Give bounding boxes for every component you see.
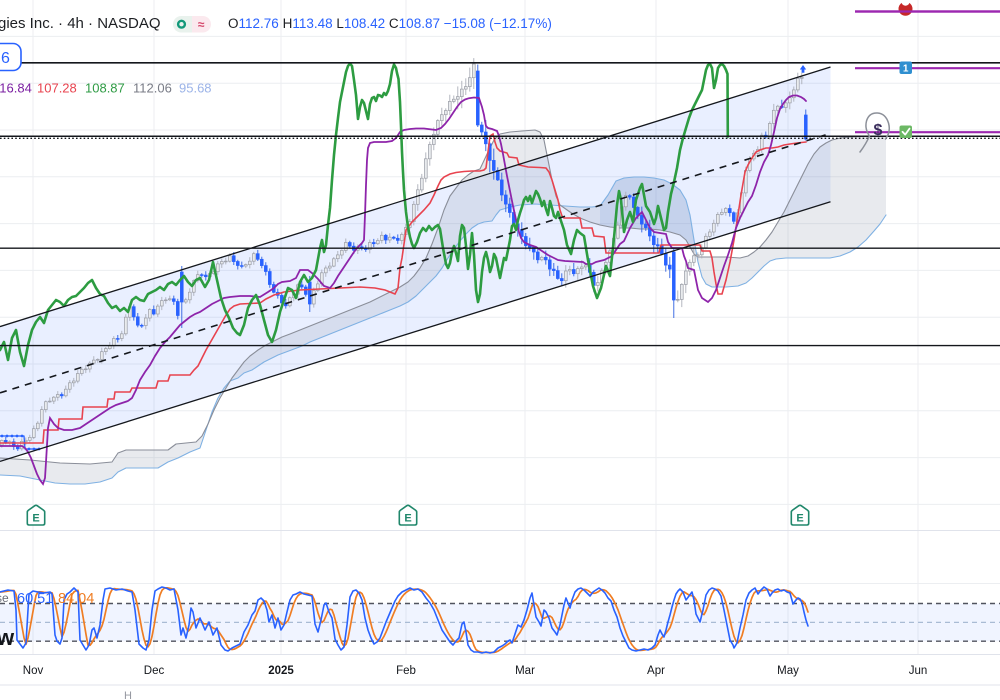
svg-text:Jun: Jun	[909, 665, 928, 677]
svg-text:108.87: 108.87	[85, 81, 125, 96]
svg-text:Nov: Nov	[23, 665, 44, 677]
svg-text:gies Inc. · 4h · NASDAQ: gies Inc. · 4h · NASDAQ	[0, 15, 161, 32]
svg-text:60.51: 60.51	[17, 591, 53, 607]
svg-text:84.04: 84.04	[58, 591, 94, 607]
svg-text:E: E	[404, 513, 411, 525]
svg-text:O112.76 H113.48 L108.42 C108.8: O112.76 H113.48 L108.42 C108.87 −15.08 (…	[228, 16, 552, 31]
svg-text:116.84: 116.84	[0, 81, 32, 96]
svg-text:se: se	[0, 591, 9, 605]
svg-text:107.28: 107.28	[37, 81, 77, 96]
svg-text:May: May	[777, 665, 799, 677]
svg-text:1: 1	[903, 64, 909, 75]
svg-text:$: $	[874, 122, 883, 139]
svg-text:Feb: Feb	[396, 665, 416, 677]
svg-text:95.68: 95.68	[179, 81, 212, 96]
svg-text:H: H	[124, 690, 132, 700]
svg-text:Dec: Dec	[144, 665, 165, 677]
svg-text:E: E	[796, 513, 803, 525]
svg-text:112.06: 112.06	[133, 81, 172, 96]
svg-text:E: E	[32, 513, 39, 525]
svg-text:≈: ≈	[198, 18, 205, 32]
svg-text:Apr: Apr	[647, 665, 665, 677]
svg-text:Mar: Mar	[515, 665, 535, 677]
svg-text:6: 6	[1, 50, 10, 67]
svg-text:2025: 2025	[268, 665, 294, 677]
svg-text:w: w	[0, 625, 15, 650]
